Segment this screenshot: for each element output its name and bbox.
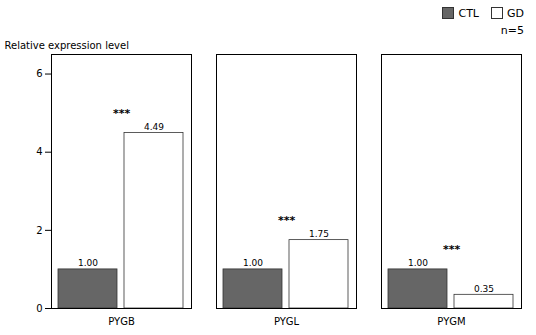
svg-text:1.00: 1.00 bbox=[408, 258, 428, 268]
svg-text:1.75: 1.75 bbox=[309, 229, 329, 239]
svg-text:0.35: 0.35 bbox=[474, 284, 494, 294]
svg-text:PYGL: PYGL bbox=[274, 316, 300, 327]
svg-text:***: *** bbox=[278, 214, 296, 227]
svg-text:0: 0 bbox=[36, 303, 42, 314]
svg-text:***: *** bbox=[113, 107, 131, 120]
html-text:GD: GD bbox=[507, 6, 524, 20]
svg-text:4: 4 bbox=[36, 146, 42, 157]
svg-text:4.49: 4.49 bbox=[144, 122, 164, 132]
html-text:CTL: CTL bbox=[458, 6, 479, 20]
svg-text:1.00: 1.00 bbox=[243, 258, 263, 268]
svg-text:***: *** bbox=[443, 243, 461, 256]
html-text:n=5: n=5 bbox=[500, 24, 524, 37]
svg-text:Relative expression level: Relative expression level bbox=[5, 40, 129, 51]
svg-text:PYGM: PYGM bbox=[437, 316, 465, 327]
svg-text:6: 6 bbox=[36, 68, 42, 79]
svg-text:PYGB: PYGB bbox=[108, 316, 135, 327]
svg-text:2: 2 bbox=[36, 225, 42, 236]
svg-text:1.00: 1.00 bbox=[78, 258, 98, 268]
